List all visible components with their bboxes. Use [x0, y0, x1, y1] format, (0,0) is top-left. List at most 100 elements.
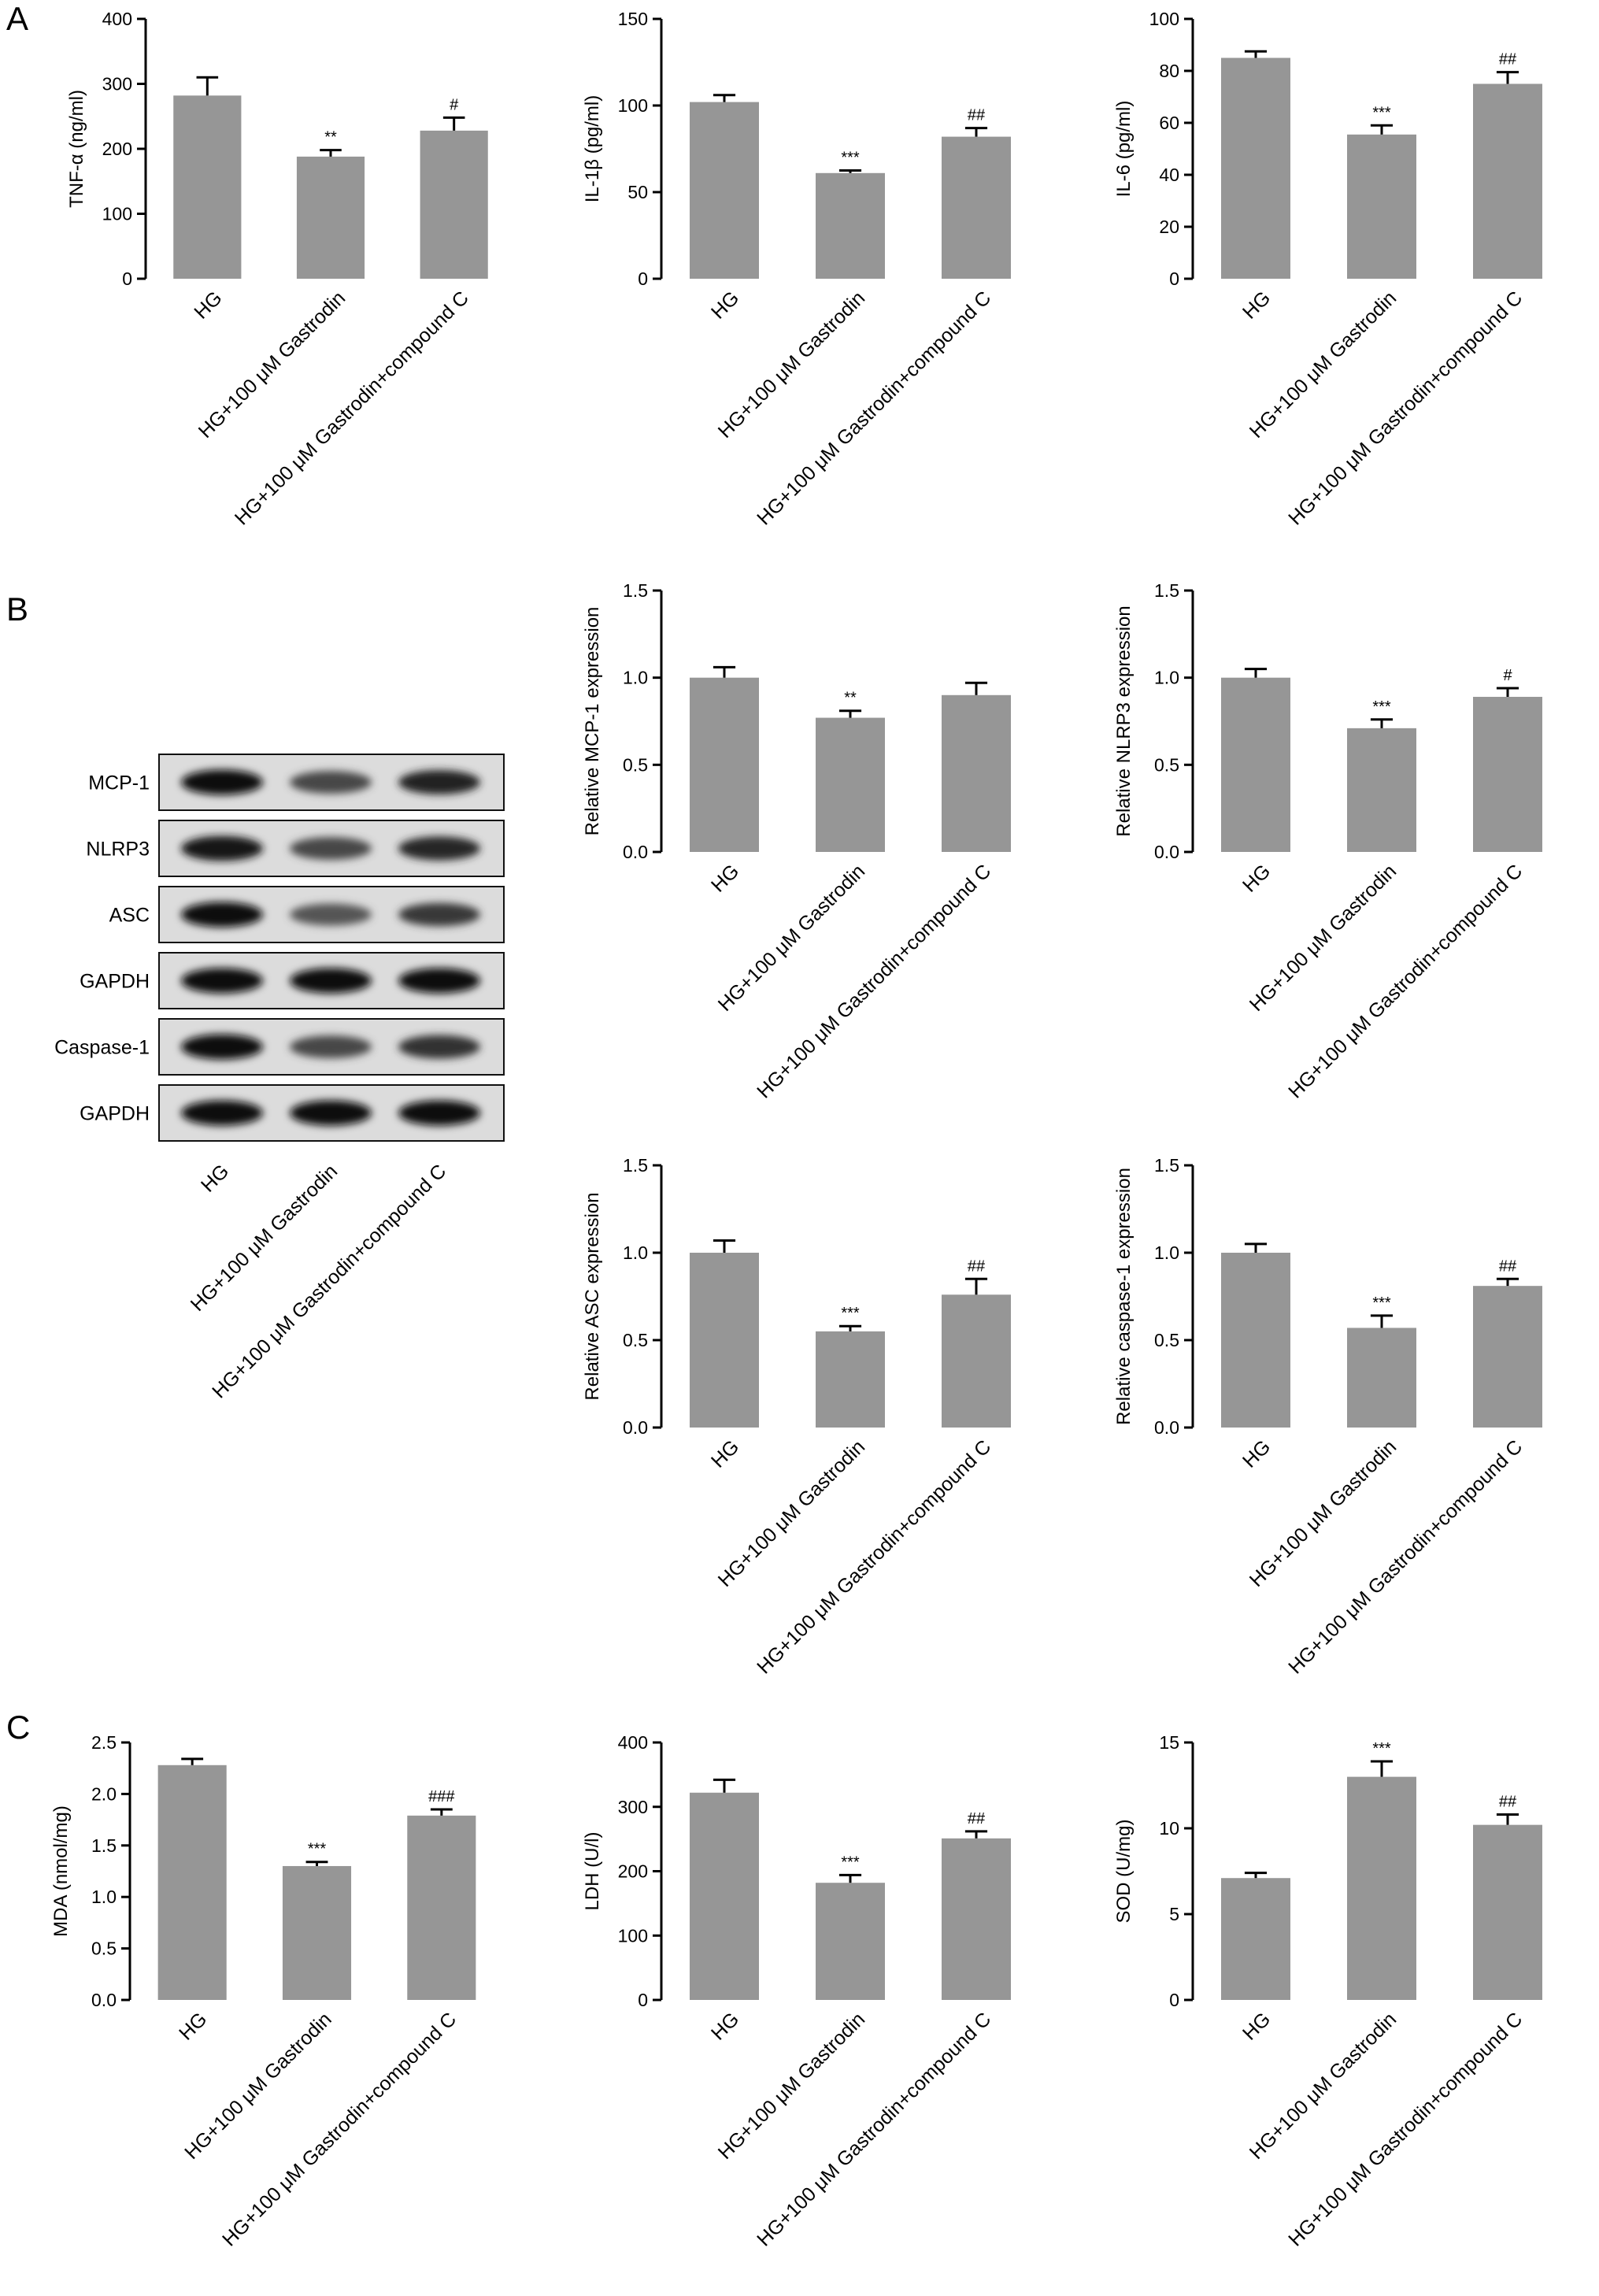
blot-row: GAPDH [80, 952, 505, 1009]
bar [816, 172, 885, 279]
blot-band [290, 968, 372, 994]
bar [942, 1838, 1011, 2000]
category-label: HG+100 μM Gastrodin+compound C [1284, 1435, 1527, 1678]
blot-band [181, 1034, 263, 1060]
significance-label: ## [968, 1257, 986, 1275]
y-tick-label: 300 [102, 74, 132, 94]
y-tick-label: 200 [618, 1861, 648, 1882]
blot-band [181, 1100, 263, 1126]
y-tick-label: 0.5 [91, 1939, 117, 1959]
bar [282, 1865, 352, 2000]
bar [816, 1331, 885, 1428]
category-label: HG+100 μM Gastrodin+compound C [231, 287, 473, 529]
bar-chart-6: 0.0 0.5 1.0 1.5 Relative ASC expression HG ***… [582, 1155, 1011, 1679]
category-label: HG+100 μM Gastrodin [1246, 860, 1401, 1016]
y-tick-label: 1.5 [91, 1835, 117, 1856]
lane-label: HG [197, 1160, 233, 1196]
blot-band [398, 1100, 480, 1126]
y-tick-label: 10 [1159, 1818, 1179, 1839]
bar-chart-9: 0 100 200 300 400 LDH (U/l) HG *** HG+100 μM Gas… [582, 1732, 1011, 2251]
bar [407, 1815, 476, 2000]
category-label: HG [190, 287, 226, 323]
bar [942, 694, 1011, 852]
category-label: HG+100 μM Gastrodin+compound C [218, 2008, 461, 2250]
bar [1473, 697, 1542, 852]
y-tick-label: 400 [102, 9, 132, 29]
blot-label: GAPDH [80, 1103, 150, 1125]
y-tick-label: 2.0 [91, 1783, 117, 1804]
blot-label: ASC [109, 905, 150, 927]
y-tick-label: 0.5 [623, 754, 648, 775]
y-axis-label: IL-1β (pg/ml) [582, 95, 603, 203]
y-axis-label: Relative caspase-1 expression [1113, 1168, 1134, 1425]
bar [1473, 1286, 1542, 1428]
bar [690, 1792, 759, 2000]
category-label: HG+100 μM Gastrodin+compound C [753, 287, 995, 529]
category-label: HG [175, 2008, 211, 2044]
bar [690, 677, 759, 852]
significance-label: ### [428, 1788, 455, 1805]
bar-chart-1: 0 100 200 300 400 TNF-α (ng/ml) HG ** HG+100 μM … [66, 9, 488, 530]
bar-chart-2: 0 50 100 150 IL-1β (pg/ml) HG *** HG+100 μM Gas… [582, 9, 1011, 530]
bar-chart-3: 0 20 40 60 80 100 IL-6 (pg/ml) HG *** HG+100 μM G… [1113, 9, 1542, 530]
y-tick-label: 1.0 [1154, 668, 1179, 688]
y-tick-label: 80 [1159, 61, 1179, 81]
y-tick-label: 1.5 [1154, 580, 1179, 601]
y-tick-label: 0 [122, 268, 132, 289]
category-label: HG+100 μM Gastrodin [714, 2008, 870, 2164]
y-tick-label: 0.0 [623, 1417, 648, 1438]
y-tick-label: 0.0 [1154, 1417, 1179, 1438]
blot-band [290, 1035, 372, 1058]
blot-band [398, 902, 480, 927]
blot-band [290, 1100, 372, 1126]
bar [1347, 728, 1416, 852]
significance-label: ## [1499, 1794, 1517, 1811]
category-label: HG [1238, 287, 1275, 323]
blot-label: Caspase-1 [54, 1037, 150, 1059]
y-tick-label: 50 [627, 182, 648, 202]
category-label: HG+100 μM Gastrodin+compound C [1284, 287, 1527, 529]
bar [173, 95, 242, 279]
y-tick-label: 400 [618, 1732, 648, 1753]
blot-band [398, 1035, 480, 1059]
bar [942, 136, 1011, 279]
y-tick-label: 15 [1159, 1732, 1179, 1753]
y-tick-label: 2.5 [91, 1732, 117, 1753]
y-tick-label: 100 [102, 204, 132, 224]
blot-band [290, 771, 372, 794]
category-label: HG+100 μM Gastrodin+compound C [753, 2008, 995, 2250]
blot-band [181, 769, 263, 795]
y-tick-label: 0.0 [91, 1990, 117, 2010]
category-label: HG+100 μM Gastrodin [1246, 2008, 1401, 2164]
bar [816, 1883, 885, 2000]
blot-row: MCP-1 [88, 754, 505, 811]
y-axis-label: TNF-α (ng/ml) [66, 90, 87, 208]
significance-label: ## [968, 107, 986, 124]
category-label: HG+100 μM Gastrodin+compound C [1284, 2008, 1527, 2250]
y-tick-label: 1.5 [1154, 1155, 1179, 1176]
category-label: HG+100 μM Gastrodin [714, 860, 870, 1016]
category-label: HG+100 μM Gastrodin+compound C [753, 1435, 995, 1678]
blot-band [290, 903, 372, 926]
category-label: HG+100 μM Gastrodin+compound C [1284, 860, 1527, 1102]
bar-chart-10: 0 5 10 15 SOD (U/mg) HG *** HG+100 μM Gastrodin… [1113, 1732, 1542, 2251]
y-tick-label: 0.0 [623, 842, 648, 862]
western-blot: MCP-1 NLRP3 ASC GAPDH Caspase-1 GAPDH HGHG+100… [54, 754, 505, 1403]
blot-label: MCP-1 [88, 772, 150, 794]
significance-label: ## [1499, 51, 1517, 69]
blot-band [290, 837, 372, 860]
significance-label: *** [841, 1305, 860, 1322]
blot-row: NLRP3 [86, 820, 505, 877]
y-tick-label: 200 [102, 139, 132, 159]
y-tick-label: 0.5 [623, 1330, 648, 1350]
y-tick-label: 0 [1169, 268, 1179, 289]
bar [942, 1294, 1011, 1428]
y-tick-label: 100 [1149, 9, 1179, 29]
significance-label: *** [1372, 1740, 1391, 1757]
significance-label: *** [308, 1841, 327, 1858]
y-tick-label: 1.0 [623, 668, 648, 688]
y-axis-label: IL-6 (pg/ml) [1113, 101, 1134, 198]
panel-letter-b: B [6, 591, 28, 628]
bar [1221, 57, 1290, 279]
y-tick-label: 0 [638, 1990, 648, 2010]
